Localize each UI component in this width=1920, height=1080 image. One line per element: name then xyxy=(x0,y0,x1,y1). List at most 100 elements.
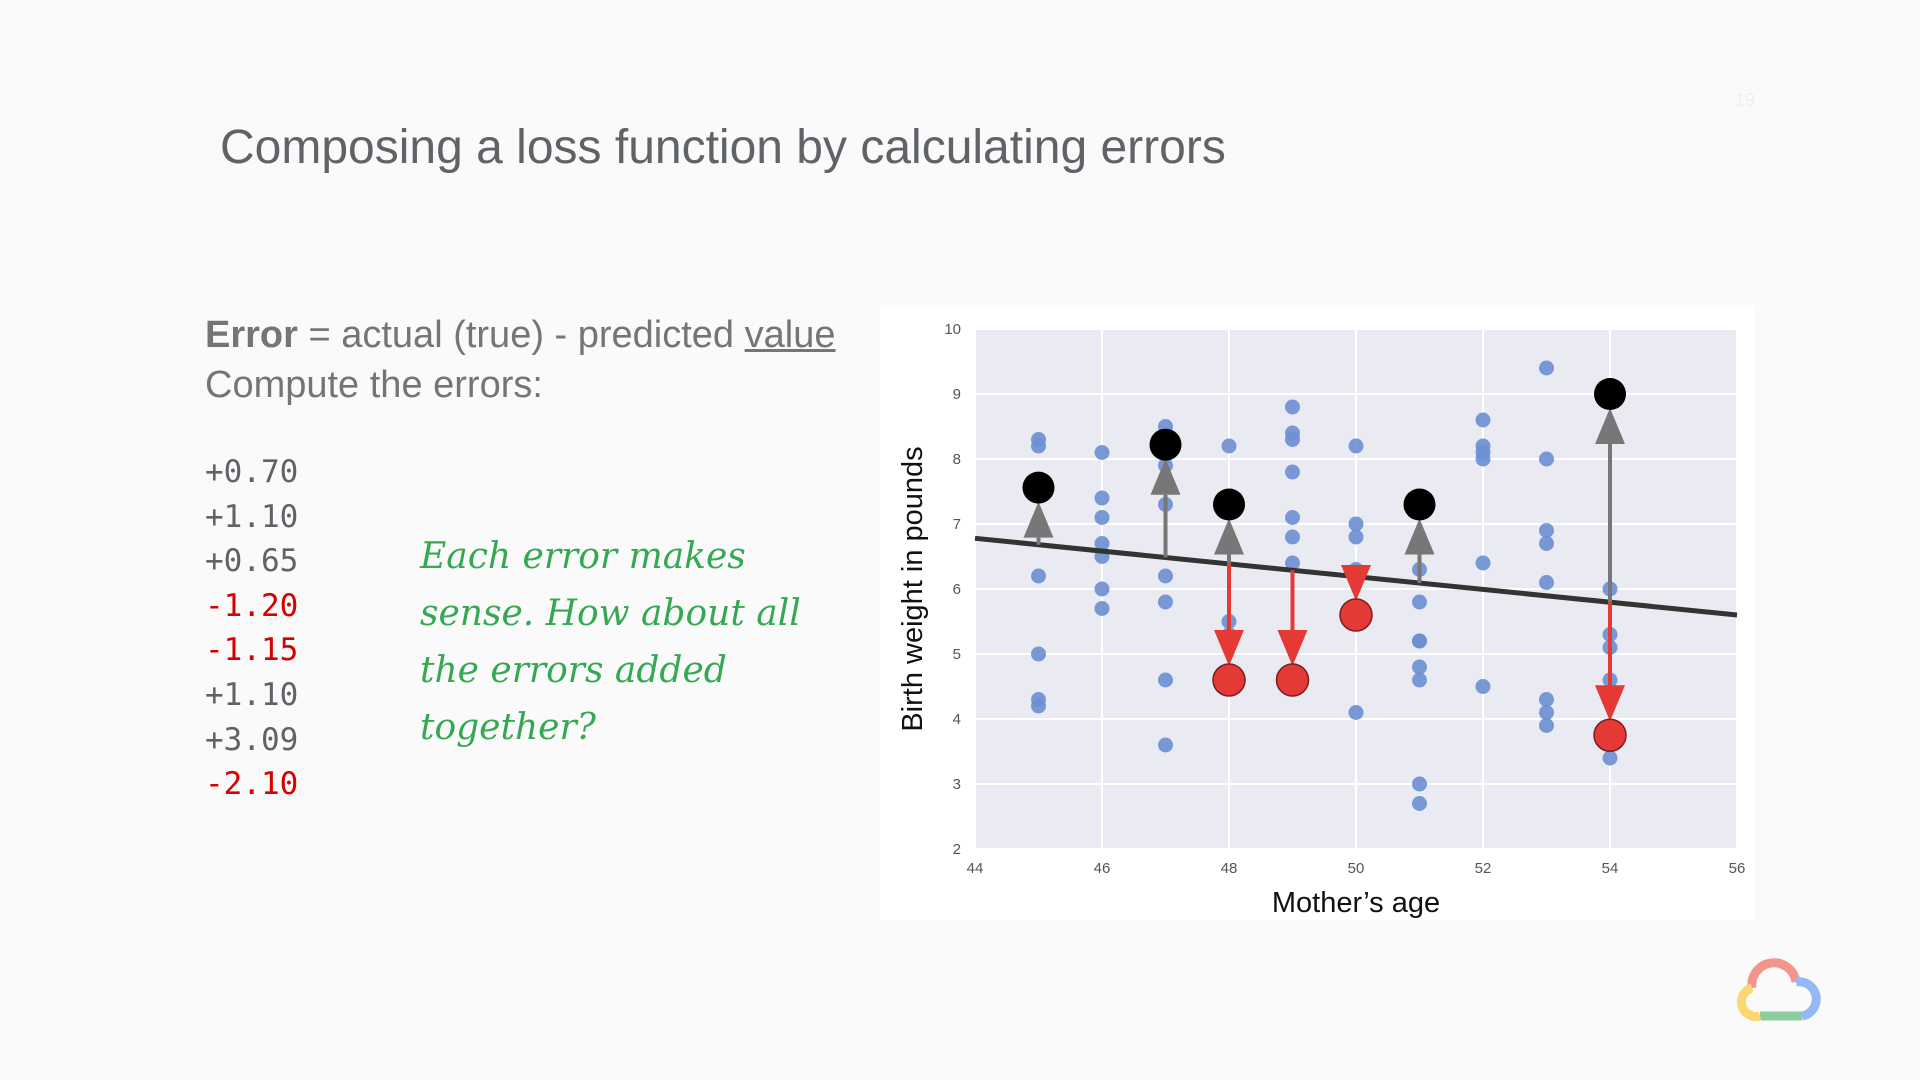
scatter-point xyxy=(1348,516,1364,532)
error-arrow-up xyxy=(1214,518,1244,564)
scatter-point xyxy=(1285,432,1300,447)
scatter-point xyxy=(1539,536,1554,551)
scatter-point xyxy=(1412,659,1427,675)
x-tick-label: 50 xyxy=(1348,860,1365,877)
x-tick-label: 52 xyxy=(1475,860,1492,877)
error-arrow-up xyxy=(1595,408,1625,603)
scatter-point xyxy=(1539,705,1554,720)
actual-point-below xyxy=(1212,663,1246,697)
error-arrow-down xyxy=(1341,565,1371,601)
google-cloud-icon xyxy=(1736,958,1821,1022)
scatter-point xyxy=(1539,718,1554,733)
scatter-point xyxy=(1094,510,1110,525)
error-equation: = actual (true) - predicted xyxy=(297,314,745,356)
y-tick-label: 4 xyxy=(953,711,961,728)
scatter-point xyxy=(1412,796,1427,811)
error-value: +1.10 xyxy=(205,498,299,535)
scatter-point xyxy=(1412,633,1427,649)
scatter-point xyxy=(1221,438,1237,454)
scatter-point xyxy=(1094,490,1110,506)
scatter-point xyxy=(1475,679,1491,694)
scatter-point xyxy=(1348,705,1364,720)
error-value: -2.10 xyxy=(205,766,299,803)
error-value: -1.20 xyxy=(205,587,299,624)
x-tick-label: 46 xyxy=(1094,860,1111,877)
y-axis-label: Birth weight in pounds xyxy=(897,446,929,731)
scatter-point xyxy=(1031,646,1046,662)
y-tick-label: 8 xyxy=(953,451,961,468)
scatter-point xyxy=(1031,568,1046,584)
scatter-point xyxy=(1539,575,1554,590)
actual-point-below xyxy=(1275,663,1310,697)
y-tick-label: 9 xyxy=(953,386,961,403)
slide-title: Composing a loss function by calculating… xyxy=(220,121,1226,174)
error-arrow-up xyxy=(1150,458,1181,558)
actual-point-above xyxy=(1403,488,1436,521)
value-word: value xyxy=(744,314,836,356)
error-value: +1.10 xyxy=(205,676,299,713)
error-arrow-down xyxy=(1595,602,1625,722)
scatter-point xyxy=(1158,594,1173,610)
error-value: +0.65 xyxy=(205,543,299,580)
scatter-point xyxy=(1539,451,1554,467)
error-arrow-down xyxy=(1214,563,1244,666)
scatter-point xyxy=(1285,399,1300,415)
chart-card: 44 46 48 50 52 54 56 2 3 4 5 6 7 8 9 10 Mother’s age Birt… xyxy=(880,305,1755,920)
error-arrow-down xyxy=(1277,570,1308,666)
error-value: +3.09 xyxy=(205,721,299,758)
errors-list: +0.70 +1.10 +0.65 -1.20 -1.15 +1.10 +3.09 -2.10 xyxy=(205,450,298,807)
y-tick-label: 10 xyxy=(944,321,961,338)
compute-instruction: Compute the errors: xyxy=(205,364,543,406)
y-tick-label: 6 xyxy=(953,581,961,598)
scatter-point xyxy=(1158,568,1173,584)
actual-point-below xyxy=(1339,598,1373,632)
scatter-point xyxy=(1094,601,1110,616)
actual-point-below xyxy=(1593,718,1627,752)
scatter-point xyxy=(1539,523,1554,538)
scatter-point xyxy=(1094,536,1110,551)
scatter-point xyxy=(1031,698,1046,714)
scatter-point xyxy=(1031,438,1046,454)
scatter-point xyxy=(1348,529,1364,545)
scatter-point xyxy=(1285,464,1300,480)
actual-point-above xyxy=(1149,428,1182,461)
scatter-point xyxy=(1094,581,1110,597)
scatter-point xyxy=(1539,692,1554,707)
x-tick-label: 44 xyxy=(967,860,984,877)
scatter-point xyxy=(1094,445,1110,460)
actual-point-above xyxy=(1022,471,1055,504)
scatter-point xyxy=(1602,750,1618,766)
error-definition: Error = actual (true) - predicted value … xyxy=(205,310,835,410)
actual-point-above xyxy=(1213,488,1245,521)
scatter-point xyxy=(1539,360,1554,376)
x-tick-label: 48 xyxy=(1221,860,1238,877)
page-number: 19 xyxy=(1735,90,1756,110)
scatter-point xyxy=(1412,776,1427,792)
error-value: +0.70 xyxy=(205,454,299,490)
x-axis-label: Mother’s age xyxy=(1272,887,1440,919)
error-arrow-up xyxy=(1023,501,1054,545)
scatter-point xyxy=(1285,510,1300,525)
scatter-point xyxy=(1158,672,1173,688)
x-tick-label: 54 xyxy=(1602,860,1619,877)
y-tick-label: 5 xyxy=(953,646,961,663)
error-value: -1.15 xyxy=(205,632,299,669)
scatter-point xyxy=(1475,555,1491,571)
y-tick-label: 7 xyxy=(953,516,961,533)
scatter-point xyxy=(1475,412,1491,428)
scatter-point xyxy=(1158,737,1173,753)
scatter-point xyxy=(1285,555,1300,571)
handwritten-note: Each error makes sense. How about all th… xyxy=(420,536,801,748)
y-tick-label: 3 xyxy=(953,776,961,793)
error-term: Error xyxy=(205,314,298,356)
x-tick-label: 56 xyxy=(1729,860,1746,877)
scatter-point xyxy=(1285,529,1300,545)
error-formula: Error = actual (true) - predicted value xyxy=(205,310,835,360)
y-tick-label: 2 xyxy=(953,841,961,858)
scatter-point xyxy=(1348,438,1364,454)
scatter-point xyxy=(1475,451,1491,467)
error-arrow-up xyxy=(1404,518,1435,584)
scatter-point xyxy=(1412,594,1427,610)
scatter-point xyxy=(1412,672,1427,688)
